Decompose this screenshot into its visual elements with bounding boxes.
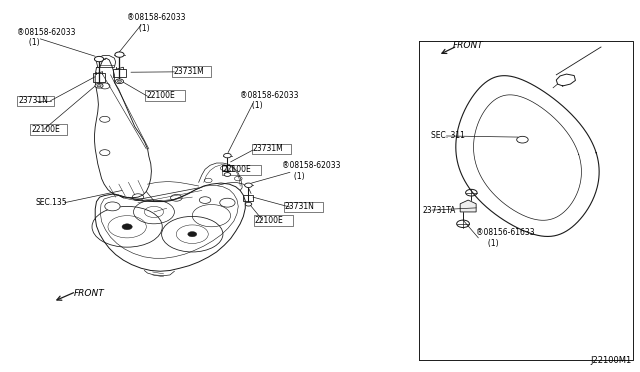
Circle shape [171, 195, 182, 201]
Circle shape [223, 153, 231, 158]
Bar [252, 144, 291, 154]
Circle shape [224, 173, 230, 176]
Text: 23731TA: 23731TA [422, 206, 456, 215]
Bar [145, 90, 184, 101]
Text: FRONT: FRONT [453, 41, 484, 51]
Circle shape [234, 176, 242, 181]
Circle shape [115, 79, 124, 84]
Circle shape [220, 166, 228, 170]
Circle shape [118, 80, 122, 83]
Circle shape [204, 178, 212, 183]
Circle shape [220, 198, 235, 207]
Circle shape [466, 189, 477, 196]
Text: ®08156-61633
     (1): ®08156-61633 (1) [476, 228, 535, 248]
Text: 22100E: 22100E [147, 91, 175, 100]
Circle shape [244, 183, 252, 187]
Circle shape [100, 83, 110, 89]
Circle shape [95, 83, 103, 88]
Text: 23731N: 23731N [285, 202, 315, 211]
Text: 23731N: 23731N [19, 96, 49, 105]
Text: SEC. 311: SEC. 311 [431, 131, 465, 141]
Text: ®08158-62033
     (1): ®08158-62033 (1) [127, 13, 186, 33]
Bar [253, 215, 293, 226]
Circle shape [95, 57, 104, 62]
Circle shape [516, 137, 528, 143]
Text: 22100E: 22100E [31, 125, 60, 134]
Text: 22100E: 22100E [255, 216, 284, 225]
Text: ®08158-62033
     (1): ®08158-62033 (1) [17, 28, 75, 48]
Polygon shape [460, 200, 476, 212]
Circle shape [132, 194, 144, 201]
Circle shape [245, 202, 252, 206]
Text: ®08158-62033
     (1): ®08158-62033 (1) [282, 161, 340, 181]
Circle shape [105, 202, 120, 211]
Text: ®08158-62033
     (1): ®08158-62033 (1) [240, 91, 299, 110]
Circle shape [457, 220, 469, 228]
Text: FRONT: FRONT [74, 289, 105, 298]
Circle shape [97, 84, 101, 87]
Bar [17, 96, 54, 106]
Text: 23731M: 23731M [173, 67, 204, 76]
Circle shape [115, 52, 124, 57]
Circle shape [100, 150, 110, 155]
Bar [221, 164, 261, 175]
Circle shape [122, 224, 132, 230]
Bar [284, 202, 323, 212]
Text: J22100M1: J22100M1 [590, 356, 632, 365]
Text: SEC.135: SEC.135 [36, 198, 67, 207]
Circle shape [199, 197, 211, 203]
Bar [172, 66, 211, 77]
Bar [30, 125, 67, 135]
Text: 23731M: 23731M [253, 144, 284, 153]
Circle shape [100, 116, 110, 122]
Circle shape [188, 232, 196, 237]
Text: 22100E: 22100E [223, 165, 252, 174]
